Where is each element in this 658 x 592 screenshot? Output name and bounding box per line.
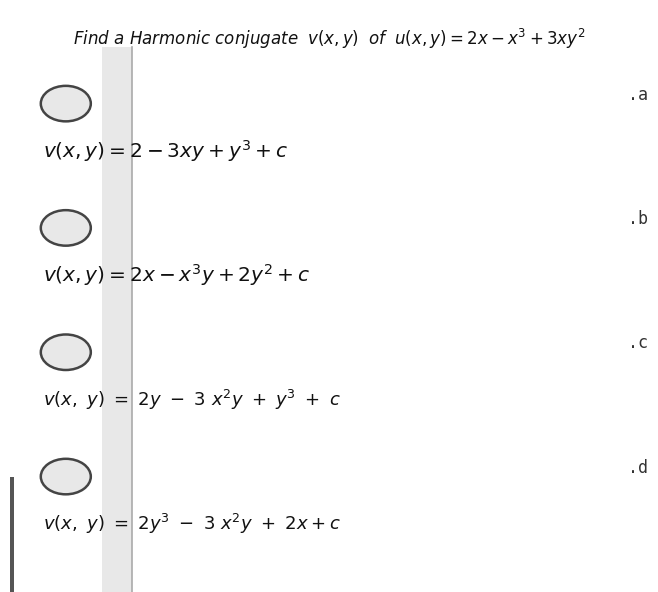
Text: $v(x, y) = 2x - x^3y + 2y^2 + c$: $v(x, y) = 2x - x^3y + 2y^2 + c$ xyxy=(43,262,310,288)
Text: .c: .c xyxy=(628,334,648,352)
Text: $v(x,\ y)\ =\ 2y\ -\ 3\ x^2y\ +\ y^3\ +\ c$: $v(x,\ y)\ =\ 2y\ -\ 3\ x^2y\ +\ y^3\ +\… xyxy=(43,388,341,411)
Text: .b: .b xyxy=(628,210,648,228)
Bar xyxy=(10,477,14,592)
Text: .d: .d xyxy=(628,459,648,477)
Text: .a: .a xyxy=(628,86,648,104)
Ellipse shape xyxy=(41,210,91,246)
Ellipse shape xyxy=(41,86,91,121)
Text: $\it{Find\ a\ Harmonic\ conjugate}$ $v(x, y)$ $\it{of}$ $u(x, y) = 2x - x^3 + 3x: $\it{Find\ a\ Harmonic\ conjugate}$ $v(x… xyxy=(72,27,586,51)
Ellipse shape xyxy=(41,459,91,494)
Text: $v(x,\ y)\ =\ 2y^3\ -\ 3\ x^2y\ +\ 2x+c$: $v(x,\ y)\ =\ 2y^3\ -\ 3\ x^2y\ +\ 2x+c$ xyxy=(43,512,340,536)
Text: $v(x, y) = 2- 3 xy + y^3 + c$: $v(x, y) = 2- 3 xy + y^3 + c$ xyxy=(43,138,288,164)
Ellipse shape xyxy=(41,334,91,370)
Bar xyxy=(102,47,132,592)
